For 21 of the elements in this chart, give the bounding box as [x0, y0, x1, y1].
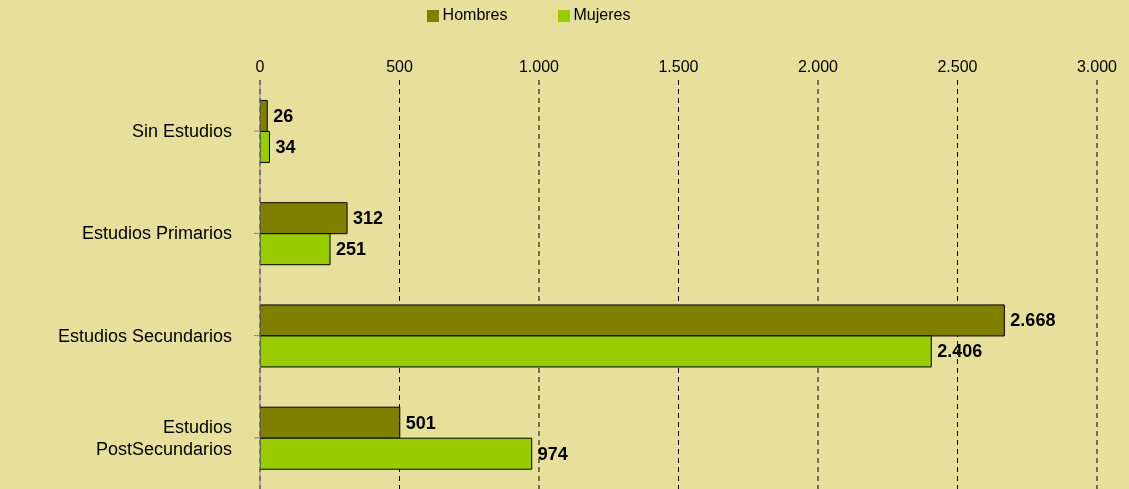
data-label: 2.406 [937, 341, 983, 362]
legend-label: Hombres [442, 6, 508, 23]
data-label: 34 [275, 136, 296, 157]
legend-label: Mujeres [573, 6, 631, 23]
x-tick-label: 500 [386, 58, 413, 75]
x-tick-label: 1.500 [658, 58, 699, 75]
x-tick-label: 2.500 [937, 58, 978, 75]
data-label: 974 [537, 443, 568, 464]
y-tick-label: Sin Estudios [131, 121, 232, 142]
x-tick-label: 0 [255, 58, 265, 75]
data-label: 26 [273, 105, 294, 126]
data-label: 312 [353, 208, 384, 229]
x-tick-label: 2.000 [797, 58, 839, 75]
x-tick-label: 1.000 [518, 58, 560, 75]
data-label: 2.668 [1010, 310, 1056, 331]
y-tick-label: Estudios PostSecundarios [95, 416, 232, 459]
y-tick-label: Estudios Secundarios [57, 325, 232, 346]
y-tick-label: Estudios Primarios [81, 223, 232, 244]
data-label: 501 [405, 412, 436, 433]
data-label: 251 [336, 239, 367, 260]
x-tick-label: 3.000 [1076, 58, 1118, 75]
